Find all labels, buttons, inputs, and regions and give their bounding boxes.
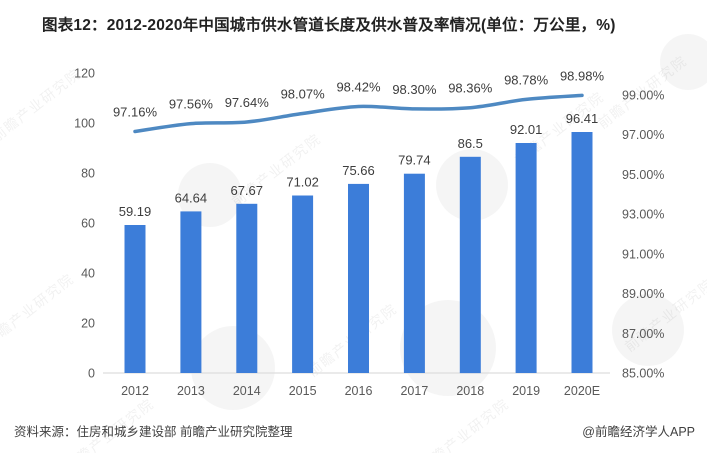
watermark-logo-circle bbox=[660, 34, 707, 90]
bar-2019 bbox=[515, 143, 537, 373]
bar-value-label-2014: 67.67 bbox=[230, 183, 263, 198]
line-value-label-2019: 98.78% bbox=[504, 72, 549, 87]
bar-value-label-2013: 64.64 bbox=[175, 190, 208, 205]
line-value-label-2014: 97.64% bbox=[225, 95, 270, 110]
x-axis-label-2019: 2019 bbox=[512, 384, 540, 398]
bar-2015 bbox=[292, 195, 314, 373]
x-axis-label-2018: 2018 bbox=[456, 384, 484, 398]
line-series bbox=[133, 93, 584, 134]
bar-2017 bbox=[403, 173, 425, 373]
right-axis-tick: 85.00% bbox=[622, 367, 664, 381]
right-axis-tick: 89.00% bbox=[622, 287, 664, 301]
line-value-label-2016: 98.42% bbox=[336, 80, 381, 95]
bar-value-label-2020E: 96.41 bbox=[566, 111, 599, 126]
left-axis-tick: 60 bbox=[81, 217, 95, 231]
line-value-label-2015: 98.07% bbox=[281, 87, 326, 102]
x-axis-label-2020E: 2020E bbox=[564, 384, 600, 398]
left-axis-tick: 120 bbox=[74, 67, 95, 81]
left-axis-tick: 20 bbox=[81, 317, 95, 331]
right-axis-tick: 95.00% bbox=[622, 168, 664, 182]
bar-2014 bbox=[236, 203, 258, 373]
right-axis-tick: 93.00% bbox=[622, 208, 664, 222]
bar-value-label-2012: 59.19 bbox=[119, 204, 152, 219]
bar-value-label-2015: 71.02 bbox=[286, 175, 319, 190]
bar-value-label-2018: 86.5 bbox=[458, 136, 483, 151]
left-axis-tick: 0 bbox=[88, 367, 95, 381]
credit-note: @前瞻经济学人APP bbox=[582, 425, 695, 439]
line-value-label-2017: 98.30% bbox=[392, 82, 437, 97]
x-axis-label-2014: 2014 bbox=[233, 384, 261, 398]
bar-value-label-2016: 75.66 bbox=[342, 163, 375, 178]
line-value-label-2018: 98.36% bbox=[448, 81, 493, 96]
left-axis-tick: 100 bbox=[74, 117, 95, 131]
x-axis-label-2016: 2016 bbox=[345, 384, 373, 398]
right-axis-tick: 87.00% bbox=[622, 327, 664, 341]
bar-value-label-2017: 79.74 bbox=[398, 153, 431, 168]
x-axis-label-2012: 2012 bbox=[121, 384, 149, 398]
x-axis-label-2015: 2015 bbox=[289, 384, 317, 398]
source-note: 资料来源：住房和城乡建设部 前瞻产业研究院整理 bbox=[14, 425, 293, 439]
watermark-logo-circle bbox=[178, 163, 242, 227]
x-axis-label-2017: 2017 bbox=[400, 384, 428, 398]
page-title: 图表12：2012-2020年中国城市供水管道长度及供水普及率情况(单位：万公里… bbox=[42, 17, 616, 34]
line-value-label-2013: 97.56% bbox=[169, 97, 214, 112]
watermark-logo-circle bbox=[612, 294, 684, 366]
line-value-label-2012: 97.16% bbox=[113, 105, 158, 120]
bar-2012 bbox=[124, 225, 146, 373]
line-value-label-2020E: 98.98% bbox=[560, 68, 605, 83]
bar-2013 bbox=[180, 211, 202, 373]
left-axis-tick: 80 bbox=[81, 167, 95, 181]
left-axis-tick: 40 bbox=[81, 267, 95, 281]
x-axis-label-2013: 2013 bbox=[177, 384, 205, 398]
bar-2020E bbox=[571, 132, 593, 373]
right-axis-tick: 99.00% bbox=[622, 89, 664, 103]
bar-value-label-2019: 92.01 bbox=[510, 122, 543, 137]
right-axis-tick: 91.00% bbox=[622, 247, 664, 261]
bar-2018 bbox=[459, 156, 481, 374]
right-axis-tick: 97.00% bbox=[622, 128, 664, 142]
bar-2016 bbox=[348, 183, 369, 373]
